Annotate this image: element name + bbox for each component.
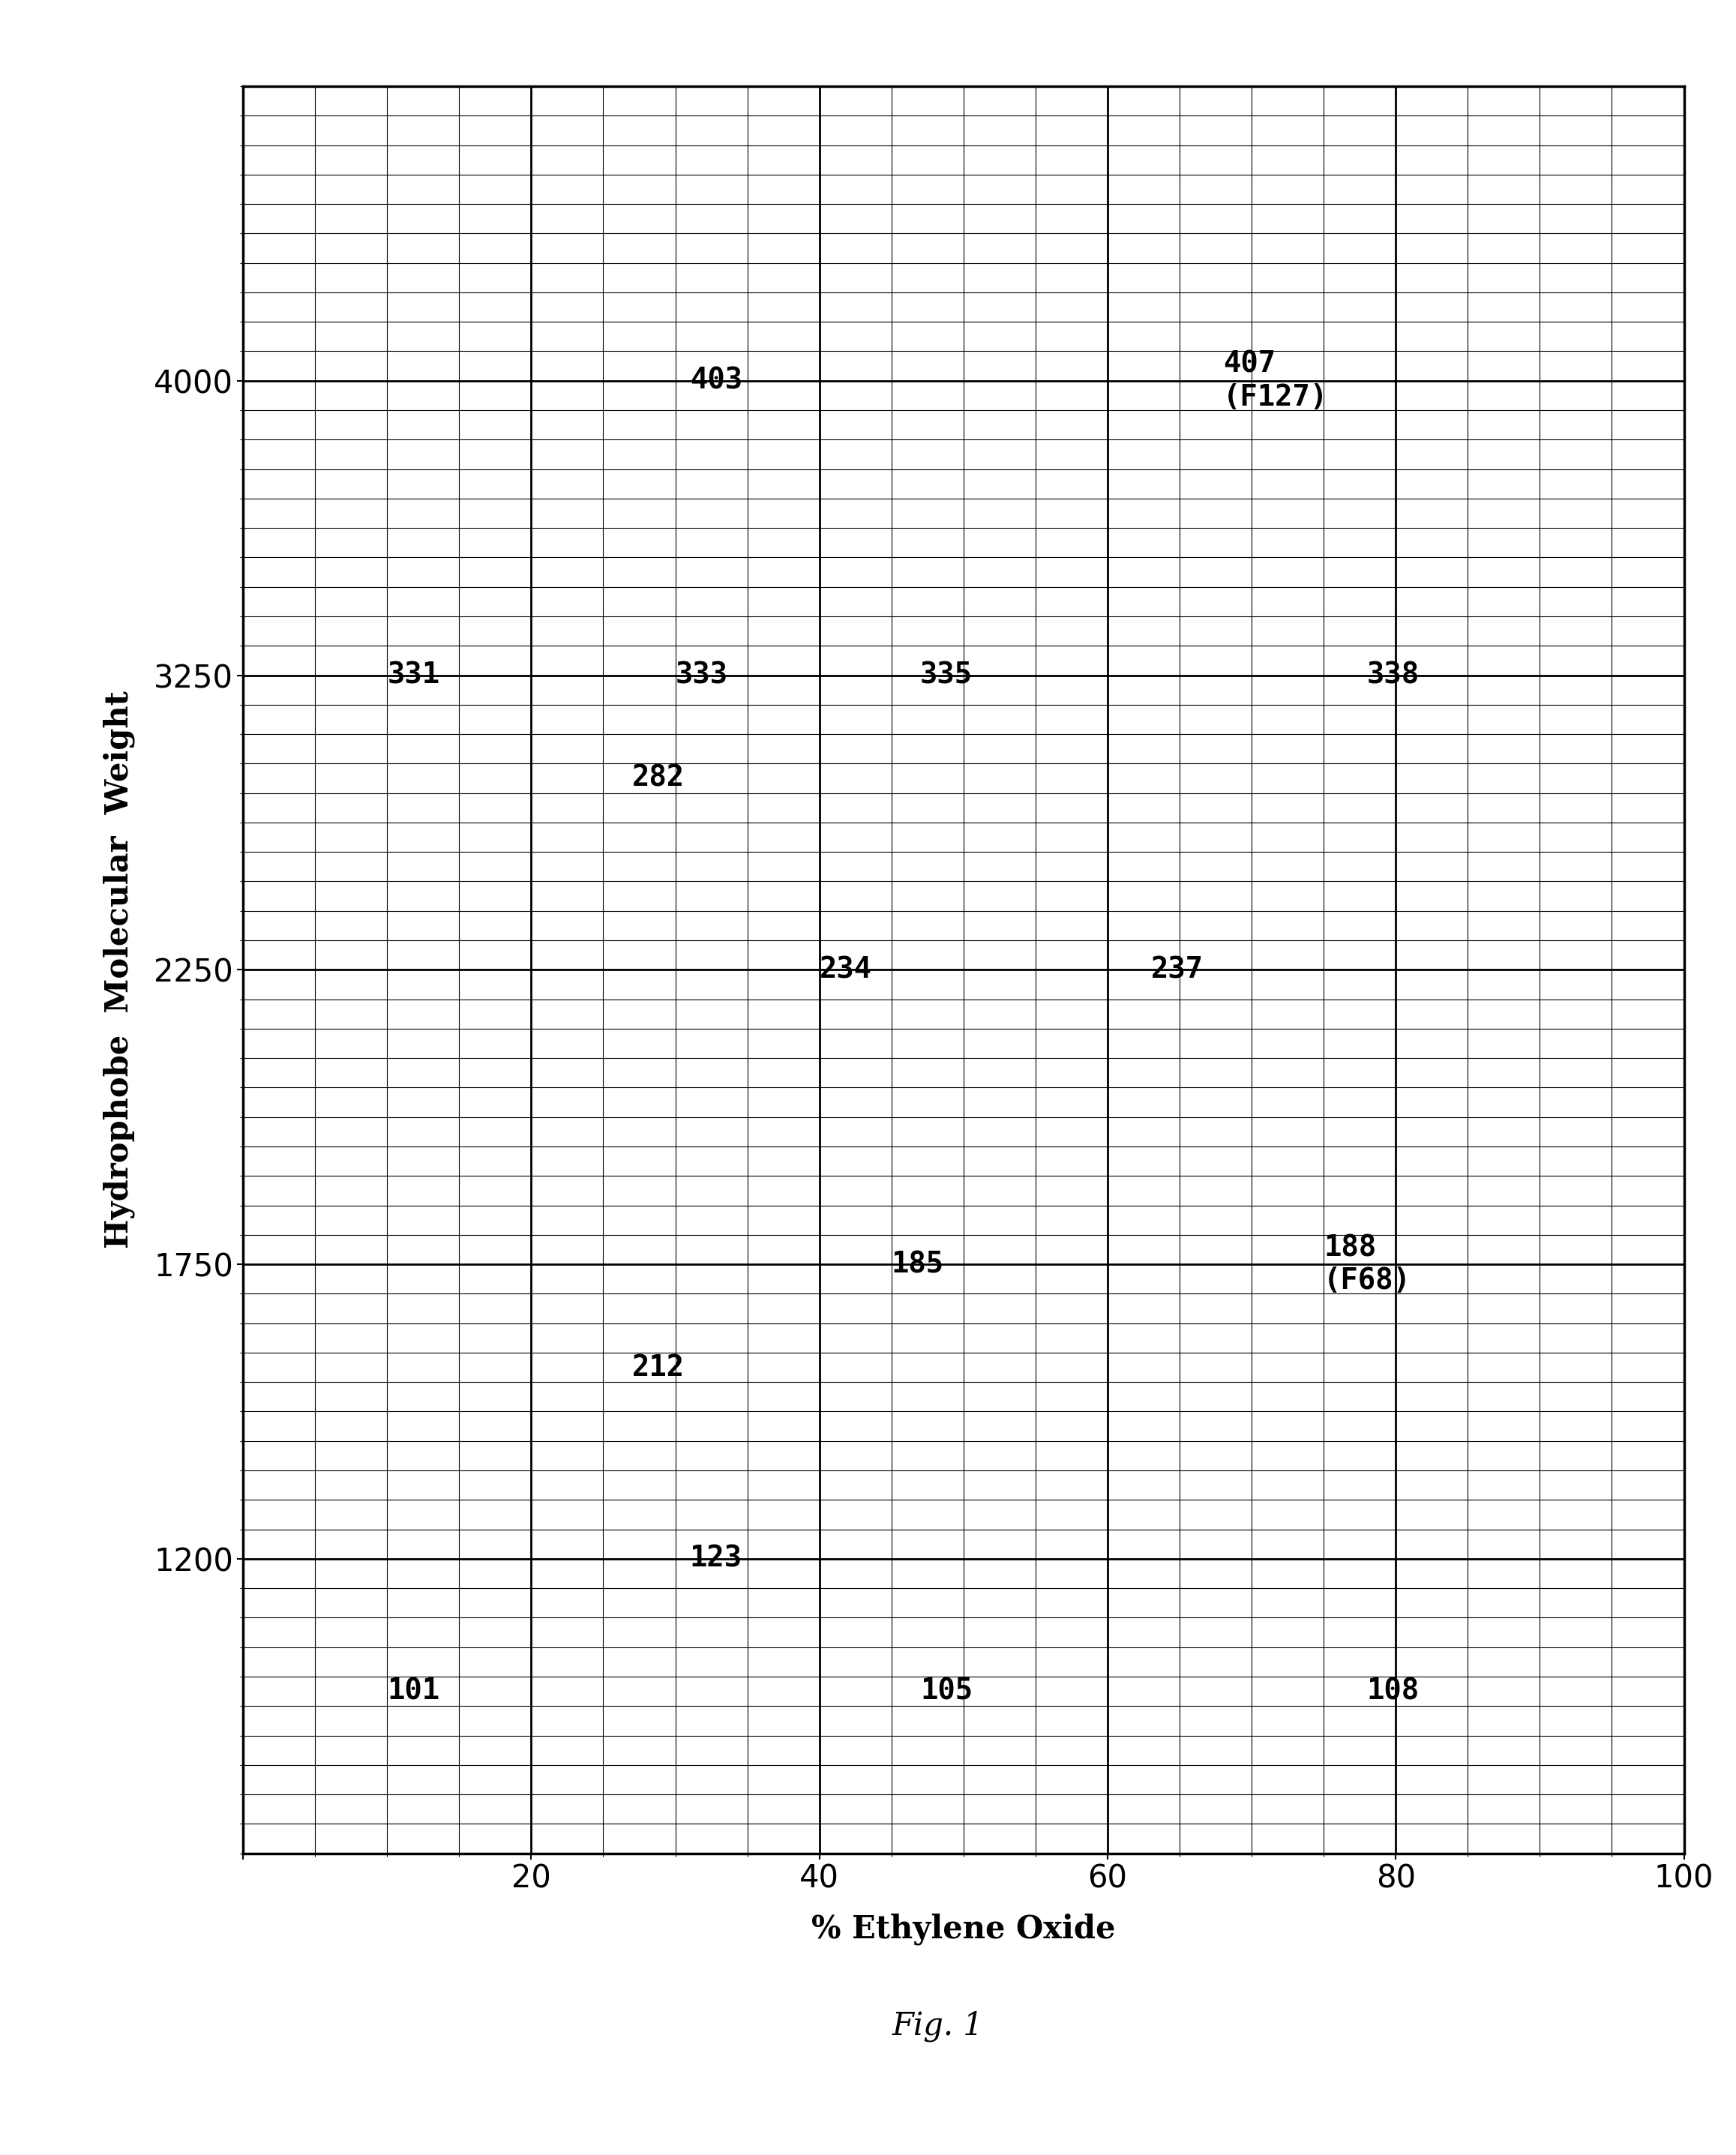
X-axis label: % Ethylene Oxide: % Ethylene Oxide (811, 1914, 1116, 1946)
Text: 185: 185 (892, 1250, 944, 1278)
Text: Fig. 1: Fig. 1 (892, 2011, 983, 2041)
Text: 333: 333 (675, 662, 727, 690)
Text: 335: 335 (920, 662, 972, 690)
Text: 407
(F127): 407 (F127) (1222, 349, 1328, 412)
Text: 108: 108 (1366, 1677, 1420, 1705)
Text: 331: 331 (387, 662, 439, 690)
Text: 123: 123 (689, 1545, 743, 1573)
Text: 212: 212 (632, 1353, 684, 1381)
Text: 338: 338 (1366, 662, 1420, 690)
Text: 237: 237 (1151, 955, 1203, 985)
Text: 188
(F68): 188 (F68) (1323, 1233, 1411, 1295)
Text: 282: 282 (632, 765, 684, 793)
Y-axis label: Hydrophobe  Molecular  Weight: Hydrophobe Molecular Weight (102, 692, 135, 1248)
Text: 105: 105 (920, 1677, 972, 1705)
Text: 101: 101 (387, 1677, 439, 1705)
Text: 403: 403 (689, 366, 743, 394)
Text: 234: 234 (819, 955, 871, 985)
